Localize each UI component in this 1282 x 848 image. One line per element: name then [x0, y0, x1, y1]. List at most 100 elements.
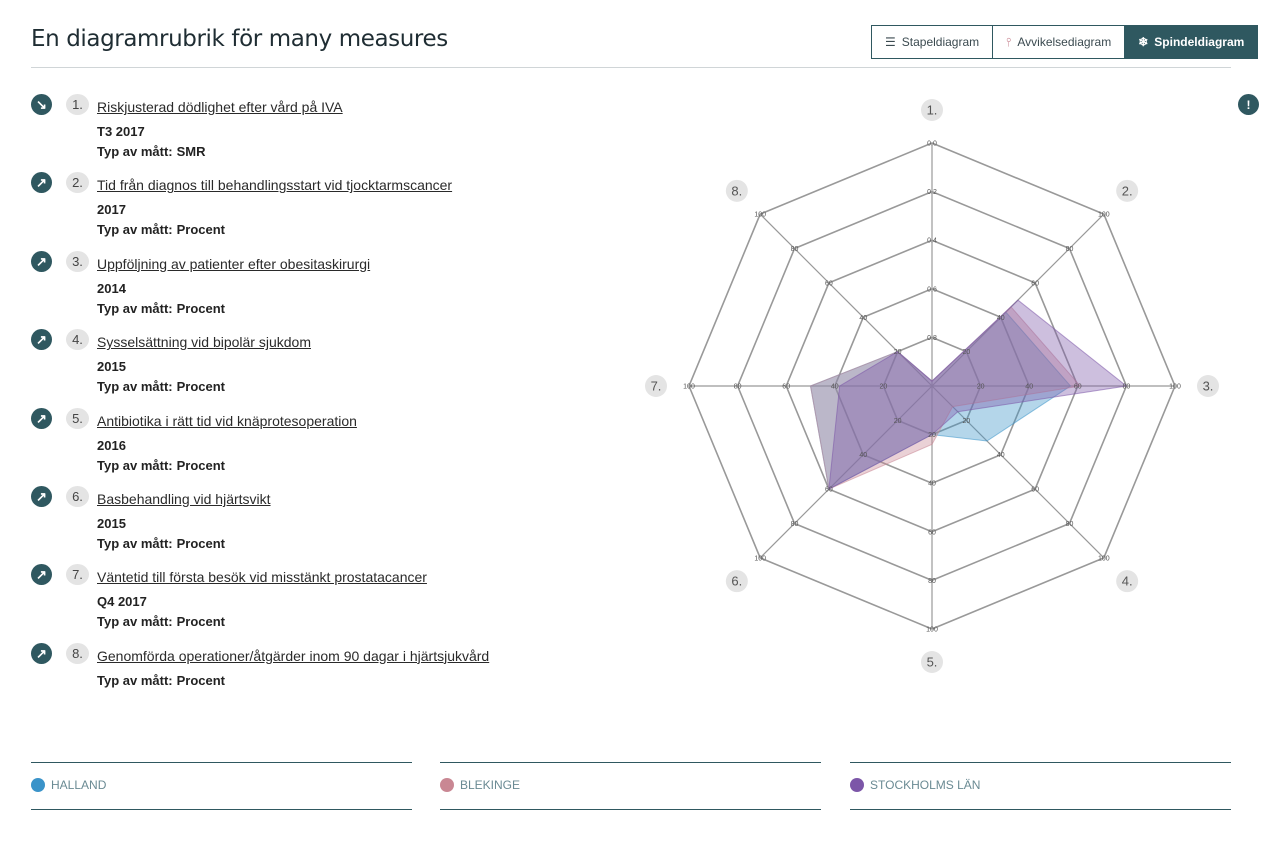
measure-type-value: Procent — [176, 457, 226, 473]
tick-label: 20 — [894, 349, 902, 356]
tick-label: 0.6 — [927, 286, 937, 293]
tick-label: 60 — [825, 487, 833, 494]
measure-link[interactable]: Uppföljning av patienter efter obesitask… — [97, 255, 371, 272]
measure-period: 2015 — [97, 515, 126, 531]
axis-spoke — [759, 385, 933, 559]
measure-number: 6. — [66, 485, 89, 507]
legend-item-blekinge[interactable]: BLEKINGE — [440, 762, 821, 810]
tick-label: 40 — [997, 315, 1005, 322]
measure-type-value: Procent — [176, 379, 226, 395]
tick-label: 60 — [1074, 384, 1082, 391]
axis-number-badge — [725, 570, 748, 593]
tick-label: 0.8 — [927, 335, 937, 342]
tick-label: 60 — [928, 529, 936, 536]
measure-link[interactable]: Riskjusterad dödlighet efter vård på IVA — [97, 99, 343, 115]
tick-label: 40 — [831, 384, 839, 391]
axis-label: 5. — [927, 655, 938, 670]
legend-label: HALLAND — [51, 778, 107, 792]
tick-label: 60 — [825, 280, 833, 287]
legend-dot — [31, 778, 45, 792]
measure-item: ↗ 7. Väntetid till första besök vid miss… — [31, 564, 591, 642]
measure-period: Q4 2017 — [97, 594, 147, 610]
measure-type-label: Typ av mått: — [97, 614, 173, 630]
measure-period: 2017 — [97, 202, 126, 218]
measure-number: 7. — [66, 564, 89, 586]
measure-link[interactable]: Genomförda operationer/åtgärder inom 90 … — [97, 647, 490, 664]
tick-label: 20 — [928, 432, 936, 439]
measure-link[interactable]: Basbehandling vid hjärtsvikt — [97, 490, 271, 507]
tick-label: 80 — [928, 578, 936, 585]
tick-label: 40 — [1025, 384, 1033, 391]
tick-label: 20 — [894, 418, 902, 425]
view-button-stapeldiagram[interactable]: ☰ Stapeldiagram — [871, 25, 994, 59]
up-right-arrow-icon: ↗ — [31, 250, 52, 272]
tick-label: 20 — [977, 384, 985, 391]
measure-type: Typ av mått: Procent — [97, 379, 225, 394]
tick-label: 40 — [859, 315, 867, 322]
tick-label: 40 — [997, 452, 1005, 459]
measure-link[interactable]: Tid från diagnos till behandlingsstart v… — [97, 177, 453, 194]
view-button-avvikelsediagram[interactable]: ⫯ Avvikelsediagram — [993, 25, 1126, 59]
down-right-arrow-icon: ↘ — [31, 94, 52, 115]
legend-item-stockholms-lan[interactable]: STOCKHOLMS LÄN — [850, 762, 1231, 810]
view-button-label: Stapeldiagram — [901, 35, 980, 49]
legend-label: STOCKHOLMS LÄN — [870, 778, 981, 792]
tick-label: 60 — [1031, 487, 1039, 494]
tick-label: 100 — [1169, 384, 1181, 391]
measure-period: 2014 — [97, 280, 126, 296]
up-right-arrow-icon: ↗ — [31, 564, 52, 586]
view-button-spindeldiagram[interactable]: ❄ Spindeldiagram — [1125, 25, 1259, 59]
axis-label: 8. — [731, 183, 742, 198]
measure-link[interactable]: Antibiotika i rätt tid vid knäprotesoper… — [97, 412, 357, 429]
info-icon[interactable]: ! — [1238, 94, 1259, 115]
tick-label: 100 — [754, 555, 766, 562]
measure-item: ↗ 8. Genomförda operationer/åtgärder ino… — [31, 642, 591, 721]
measure-number: 8. — [66, 642, 89, 664]
tick-label: 100 — [683, 384, 695, 391]
tick-label: 20 — [962, 349, 970, 356]
spider-icon: ❄ — [1138, 35, 1149, 49]
axis-label: 6. — [731, 574, 742, 589]
axis-number-badge — [725, 179, 748, 202]
axis-label: 1. — [927, 103, 938, 118]
series-area-stockholms-l-n — [828, 299, 1128, 490]
measure-type-label: Typ av mått: — [97, 457, 173, 473]
bar-lines-icon: ☰ — [885, 35, 896, 49]
measure-type-label: Typ av mått: — [97, 672, 173, 688]
measure-period: 2016 — [97, 437, 126, 453]
measure-number: 4. — [66, 329, 89, 351]
measure-type: Typ av mått: Procent — [97, 458, 225, 473]
tick-label: 100 — [1098, 212, 1110, 219]
legend-label: BLEKINGE — [460, 778, 521, 792]
spider-chart: 0.0 0.2 0.4 0.6 0.8 100 80 60 40 20 100 80 60 40 20 100… — [645, 99, 1219, 673]
tick-label: 0.4 — [927, 238, 937, 245]
measure-link[interactable]: Väntetid till första besök vid misstänkt… — [97, 569, 427, 586]
tick-label: 40 — [928, 481, 936, 488]
measure-type: Typ av mått: SMR — [97, 144, 206, 159]
tick-label: 80 — [791, 521, 799, 528]
axis-number-badge — [921, 99, 943, 121]
axis-number-badge — [921, 651, 943, 673]
legend-item-halland[interactable]: HALLAND — [31, 762, 412, 810]
axis-number-badge — [1197, 375, 1219, 397]
axis-label: 7. — [651, 379, 662, 394]
tick-label: 0.0 — [927, 141, 937, 148]
view-button-label: Avvikelsediagram — [1017, 35, 1112, 49]
view-button-label: Spindeldiagram — [1154, 35, 1245, 49]
view-switcher: ☰ Stapeldiagram ⫯ Avvikelsediagram ❄ Spi… — [871, 25, 1259, 59]
measure-type: Typ av mått: Procent — [97, 301, 225, 316]
measure-type-value: Procent — [176, 672, 226, 688]
tick-label: 20 — [880, 384, 888, 391]
measure-period: 2015 — [97, 359, 126, 375]
measure-type-label: Typ av mått: — [97, 379, 173, 395]
title-divider — [31, 67, 1231, 68]
up-right-arrow-icon: ↗ — [31, 485, 52, 507]
tick-label: 80 — [1066, 246, 1074, 253]
legend-dot — [440, 778, 454, 792]
tick-label: 100 — [926, 627, 938, 634]
deviation-icon: ⫯ — [1006, 35, 1012, 49]
tick-label: 0.2 — [927, 189, 937, 196]
measure-link[interactable]: Sysselsättning vid bipolär sjukdom — [97, 334, 311, 351]
measure-type-label: Typ av mått: — [97, 222, 173, 238]
axis-spoke — [759, 213, 933, 387]
